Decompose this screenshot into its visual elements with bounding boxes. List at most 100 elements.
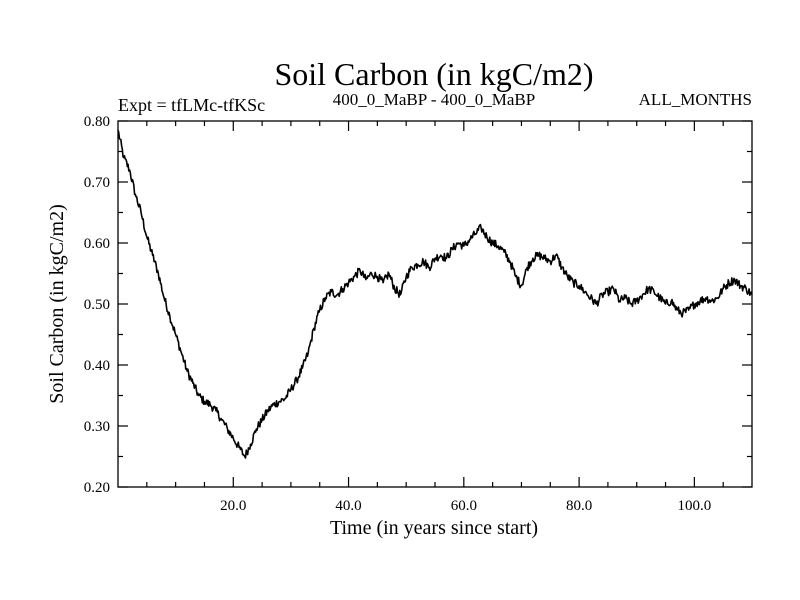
data-point — [607, 291, 608, 292]
x-tick-label: 100.0 — [677, 498, 711, 514]
data-point — [394, 288, 395, 289]
subtitle-left: Expt = tfLMc-tfKSc — [118, 95, 265, 115]
data-point — [256, 428, 257, 429]
data-point — [175, 334, 176, 335]
data-point — [400, 294, 401, 295]
data-point — [734, 279, 735, 280]
data-point — [198, 395, 199, 396]
plot-area: 20.0 40.0 60.0 80.0 100.0 0.200.300.400.500.… — [84, 114, 753, 514]
data-point — [359, 270, 360, 271]
data-point — [642, 294, 643, 295]
data-point — [261, 419, 262, 420]
data-point — [440, 255, 441, 256]
data-point — [354, 276, 355, 277]
subtitle-center: 400_0_MaBP - 400_0_MaBP — [333, 90, 535, 109]
data-point — [665, 303, 666, 304]
data-point — [233, 438, 234, 439]
data-point — [682, 313, 683, 314]
data-point — [578, 285, 579, 286]
data-point — [538, 255, 539, 256]
data-point — [504, 252, 505, 253]
data-point — [590, 297, 591, 298]
data-point — [550, 261, 551, 262]
data-point — [659, 297, 660, 298]
subtitle-right: ALL_MONTHS — [639, 90, 752, 109]
data-point — [711, 300, 712, 301]
x-tick-label: 20.0 — [220, 498, 246, 514]
data-point — [417, 264, 418, 265]
data-point — [452, 249, 453, 250]
data-point — [406, 276, 407, 277]
data-point — [492, 242, 493, 243]
data-point — [434, 258, 435, 259]
y-axis-tick-labels: 0.20 0.30 0.40 0.50 0.60 0.70 0.80 — [84, 114, 110, 496]
data-point — [285, 398, 286, 399]
data-point — [567, 276, 568, 277]
x-axis-label: Time (in years since start) — [330, 517, 538, 539]
data-point — [717, 297, 718, 298]
y-tick-label: 0.60 — [84, 236, 110, 252]
y-tick-label: 0.40 — [84, 358, 110, 374]
y-tick-label: 0.20 — [84, 480, 110, 496]
data-point — [463, 245, 464, 246]
data-point — [636, 300, 637, 301]
data-point — [602, 294, 603, 295]
data-point — [411, 267, 412, 268]
data-point — [204, 401, 205, 402]
data-point — [584, 291, 585, 292]
data-point — [653, 291, 654, 292]
data-point — [383, 282, 384, 283]
data-point — [336, 294, 337, 295]
data-point — [319, 310, 320, 311]
data-point — [221, 419, 222, 420]
data-point — [210, 404, 211, 405]
y-tick-label: 0.70 — [84, 175, 110, 191]
data-point — [671, 300, 672, 301]
data-point — [728, 282, 729, 283]
data-point — [555, 255, 556, 256]
data-point — [279, 401, 280, 402]
data-point — [625, 297, 626, 298]
data-point — [705, 297, 706, 298]
data-point — [215, 410, 216, 411]
data-point — [348, 282, 349, 283]
data-point — [342, 288, 343, 289]
data-point — [723, 288, 724, 289]
data-point — [446, 258, 447, 259]
data-point — [619, 300, 620, 301]
series-line — [117, 129, 753, 459]
y-axis-ticks — [118, 120, 752, 488]
data-point — [192, 383, 193, 384]
data-point — [498, 245, 499, 246]
data-point — [694, 303, 695, 304]
data-point — [377, 276, 378, 277]
data-point — [146, 236, 147, 237]
x-tick-label: 40.0 — [335, 498, 361, 514]
data-point — [267, 410, 268, 411]
x-tick-label: 80.0 — [566, 498, 592, 514]
data-point — [676, 310, 677, 311]
data-point — [509, 261, 510, 262]
data-point — [457, 242, 458, 243]
data-point — [527, 267, 528, 268]
data-point — [700, 300, 701, 301]
data-point — [365, 279, 366, 280]
series-layer — [117, 129, 753, 459]
data-point — [135, 194, 136, 195]
data-point — [371, 273, 372, 274]
data-point — [308, 352, 309, 353]
data-point — [273, 404, 274, 405]
data-point — [129, 169, 130, 170]
y-tick-label: 0.80 — [84, 114, 110, 130]
data-point — [486, 236, 487, 237]
data-point — [123, 157, 124, 158]
data-point — [630, 303, 631, 304]
data-point — [429, 267, 430, 268]
data-point — [515, 276, 516, 277]
data-point — [388, 273, 389, 274]
data-point — [250, 444, 251, 445]
data-point — [751, 294, 752, 295]
data-point — [181, 352, 182, 353]
data-point — [469, 239, 470, 240]
data-point — [331, 291, 332, 292]
